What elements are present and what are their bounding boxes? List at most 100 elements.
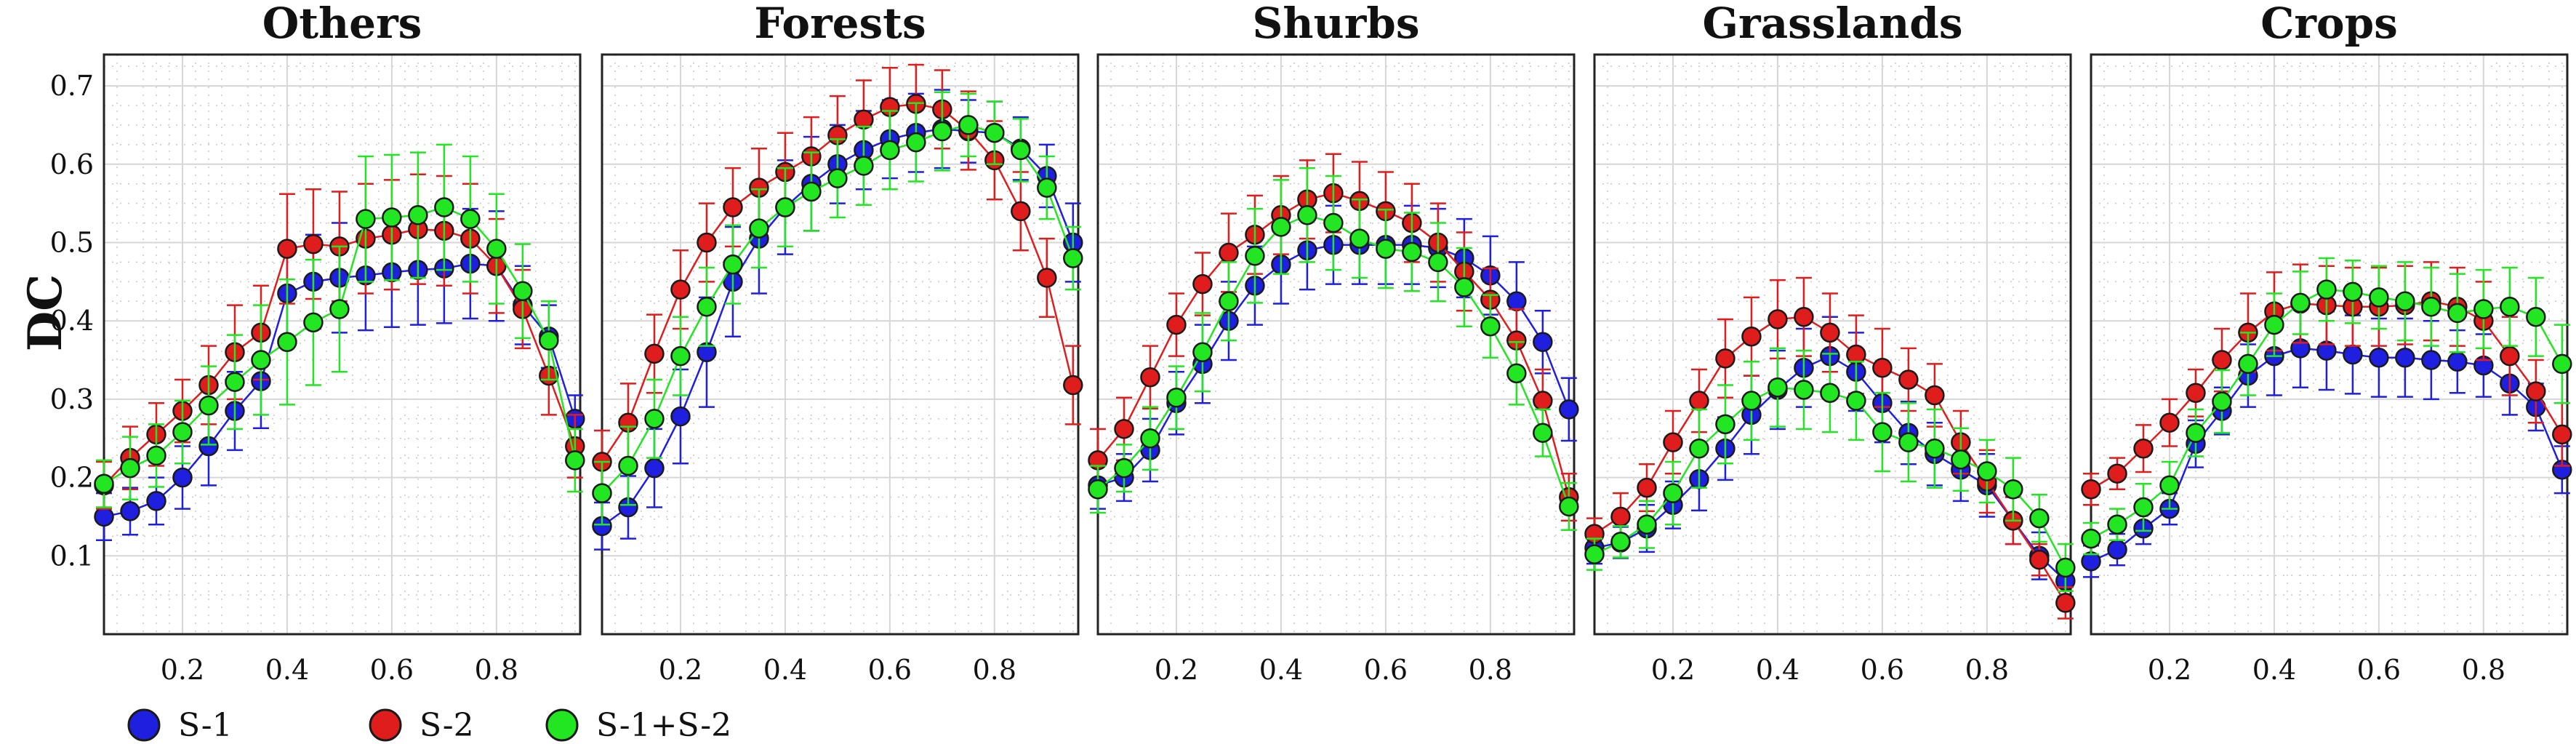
x-tick-label: 0.6 bbox=[2357, 654, 2401, 686]
data-point bbox=[932, 121, 952, 142]
data-point bbox=[2395, 348, 2415, 368]
data-point bbox=[2212, 350, 2232, 370]
data-point bbox=[1088, 479, 1108, 500]
data-point bbox=[801, 181, 822, 202]
data-point bbox=[303, 233, 324, 255]
data-point bbox=[1376, 239, 1396, 259]
data-point bbox=[1011, 201, 1031, 222]
data-point bbox=[1454, 277, 1474, 297]
x-tick-label: 0.6 bbox=[868, 654, 912, 686]
data-point bbox=[2421, 297, 2441, 317]
data-point bbox=[2107, 514, 2127, 535]
data-point bbox=[1689, 391, 1709, 411]
data-point bbox=[1663, 432, 1683, 452]
data-point bbox=[1872, 422, 1893, 442]
data-point bbox=[1166, 314, 1187, 335]
data-point bbox=[1037, 268, 1057, 288]
data-point bbox=[434, 197, 454, 217]
data-point bbox=[1925, 438, 1945, 459]
data-point bbox=[356, 209, 376, 229]
data-point bbox=[1872, 358, 1893, 378]
data-point bbox=[1741, 391, 1762, 411]
data-point bbox=[2526, 307, 2546, 327]
data-point bbox=[670, 406, 691, 427]
data-point bbox=[670, 345, 691, 367]
data-point bbox=[1533, 332, 1553, 353]
data-point bbox=[2552, 353, 2572, 375]
data-point bbox=[984, 122, 1005, 143]
y-tick-label: 0.3 bbox=[50, 383, 94, 415]
data-point bbox=[2264, 314, 2284, 335]
data-point bbox=[1192, 273, 1213, 295]
x-tick-label: 0.4 bbox=[763, 654, 807, 686]
y-tick-label: 0.4 bbox=[50, 305, 94, 337]
data-point bbox=[1637, 514, 1657, 535]
data-point bbox=[120, 501, 140, 521]
data-point bbox=[1219, 242, 1239, 263]
data-point bbox=[1898, 369, 1919, 390]
series-s-1-s-2 bbox=[2081, 257, 2572, 556]
data-point bbox=[2212, 391, 2232, 412]
data-point bbox=[329, 299, 350, 319]
data-point bbox=[2159, 412, 2180, 433]
data-point bbox=[1297, 205, 1317, 225]
data-point bbox=[2159, 475, 2180, 496]
data-point bbox=[513, 281, 533, 302]
data-point bbox=[2055, 593, 2076, 613]
series-s-1-s-2 bbox=[1584, 347, 2076, 593]
data-point bbox=[2526, 381, 2546, 401]
data-point bbox=[644, 343, 665, 364]
y-tick-label: 0.2 bbox=[50, 462, 94, 494]
legend-marker bbox=[369, 708, 402, 742]
data-point bbox=[172, 422, 193, 442]
y-tick-label: 0.6 bbox=[50, 148, 94, 180]
data-point bbox=[1140, 367, 1160, 388]
data-point bbox=[618, 455, 638, 476]
data-point bbox=[1349, 228, 1370, 249]
x-tick-label: 0.2 bbox=[161, 654, 204, 686]
data-point bbox=[172, 467, 193, 488]
x-tick-label: 0.8 bbox=[1965, 654, 2009, 686]
data-point bbox=[1610, 532, 1631, 552]
legend-item: S-1 bbox=[127, 707, 233, 744]
data-point bbox=[880, 140, 900, 161]
data-point bbox=[1166, 387, 1187, 408]
legend-item: S-2 bbox=[369, 707, 474, 744]
data-point bbox=[146, 445, 166, 466]
data-point bbox=[1428, 252, 1448, 273]
data-point bbox=[1037, 177, 1057, 198]
panel-title: Forests bbox=[754, 0, 926, 48]
data-point bbox=[146, 491, 166, 511]
panel-grasslands: Grasslands 0.2 0.4 0.6 0.8 bbox=[1584, 0, 2076, 686]
data-point bbox=[723, 197, 743, 217]
data-point bbox=[697, 297, 717, 317]
panels-layer: Others 0.2 0.4 0.6 0.8 0.1 0.2 0.3 0.4 0.5 0.6 0.7 F… bbox=[50, 0, 2572, 686]
data-point bbox=[1637, 477, 1657, 498]
data-point bbox=[565, 450, 585, 471]
series-s-1-s-2 bbox=[1088, 167, 1579, 532]
data-point bbox=[2290, 292, 2311, 313]
data-point bbox=[1063, 375, 1083, 396]
x-tick-label: 0.2 bbox=[2148, 654, 2191, 686]
data-point bbox=[1663, 483, 1683, 503]
data-point bbox=[958, 115, 979, 135]
y-tick-label: 0.5 bbox=[50, 226, 94, 258]
data-point bbox=[1768, 377, 1788, 398]
panel-crops: Crops 0.2 0.4 0.6 0.8 bbox=[2081, 0, 2572, 686]
data-point bbox=[2447, 303, 2468, 324]
panel-title: Shurbs bbox=[1253, 0, 1420, 48]
data-point bbox=[2238, 353, 2258, 375]
data-point bbox=[2447, 351, 2468, 372]
legend-marker bbox=[127, 708, 161, 742]
series-s-1-s-2 bbox=[592, 91, 1083, 526]
data-point bbox=[1794, 380, 1814, 400]
x-tick-label: 0.4 bbox=[265, 654, 309, 686]
data-point bbox=[1506, 363, 1527, 384]
data-point bbox=[1559, 496, 1579, 517]
x-tick-label: 0.6 bbox=[1861, 654, 1904, 686]
data-point bbox=[2500, 345, 2520, 367]
data-point bbox=[486, 239, 507, 259]
panel-shurbs: Shurbs 0.2 0.4 0.6 0.8 bbox=[1088, 0, 1579, 686]
x-tick-label: 0.6 bbox=[370, 654, 414, 686]
data-point bbox=[2003, 479, 2023, 500]
